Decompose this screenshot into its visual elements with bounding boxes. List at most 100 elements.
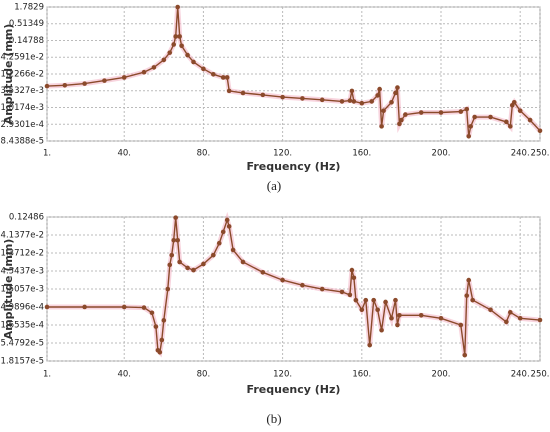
point: [508, 310, 513, 315]
point: [224, 217, 230, 223]
point: [300, 282, 305, 288]
point: [347, 98, 353, 103]
point: [102, 78, 107, 83]
point: [371, 297, 376, 303]
point: [121, 304, 127, 310]
point: [349, 267, 355, 273]
point: [220, 75, 226, 80]
point: [226, 224, 232, 229]
point: [185, 265, 190, 271]
point: [517, 108, 523, 114]
point: [395, 322, 400, 328]
point: [82, 304, 87, 310]
point: [226, 88, 232, 94]
x-tick-label: 1.: [43, 149, 51, 159]
y-tick-label: 1.7829: [14, 3, 44, 13]
x-tick-label: 40.: [117, 370, 131, 380]
point: [470, 297, 475, 303]
x-tick-label: 40.: [117, 149, 131, 159]
point: [511, 99, 517, 105]
point: [359, 307, 365, 313]
point: [395, 85, 400, 90]
point: [339, 99, 345, 104]
y-tick-label: 5.4792e-5: [1, 338, 44, 348]
point: [527, 117, 533, 123]
x-tick-label: 250.: [531, 370, 550, 380]
point: [151, 65, 157, 70]
point: [240, 259, 246, 265]
point: [351, 275, 357, 281]
point: [185, 52, 190, 58]
x-tick-label: 80.: [197, 149, 211, 159]
point: [44, 304, 50, 310]
point: [177, 259, 182, 265]
point: [537, 317, 543, 323]
y-tick-label: 1.0174e-3: [1, 103, 44, 113]
point: [260, 269, 266, 275]
point: [351, 99, 357, 104]
caption: (a): [267, 178, 281, 193]
point: [488, 307, 493, 313]
point: [349, 88, 355, 94]
point: [393, 90, 398, 96]
point: [403, 112, 408, 117]
y-tick-label: 1.3712e-2: [1, 248, 44, 258]
x-axis-title: Frequency (Hz): [247, 160, 341, 173]
point: [458, 109, 464, 114]
y-tick-label: 2.9301e-4: [1, 120, 44, 130]
point: [375, 307, 380, 313]
point: [379, 327, 384, 333]
point: [201, 66, 206, 72]
y-tick-label: 0.14788: [9, 36, 44, 46]
point: [121, 75, 127, 80]
point: [508, 124, 513, 129]
y-tick-label: 3.5327e-3: [1, 86, 44, 96]
point: [462, 352, 468, 358]
point: [418, 312, 424, 318]
point: [165, 286, 171, 292]
point: [375, 93, 380, 98]
point: [393, 297, 398, 303]
point: [397, 121, 402, 127]
point: [191, 59, 196, 65]
y-tick-label: 4.9896e-4: [1, 302, 44, 312]
y-axis-title: Amplitude (mm): [2, 239, 15, 340]
point: [173, 34, 178, 39]
point: [537, 128, 543, 134]
x-tick-label: 120.: [273, 149, 292, 159]
point: [397, 312, 402, 318]
point: [157, 349, 163, 355]
x-axis-title: Frequency (Hz): [247, 383, 341, 396]
x-tick-label: 120.: [273, 370, 292, 380]
y-tick-label: 0.12486: [9, 213, 44, 223]
point: [44, 83, 50, 89]
point: [280, 94, 285, 100]
point: [472, 114, 477, 120]
x-tick-label: 1.: [43, 370, 51, 380]
point: [173, 215, 178, 220]
point: [220, 229, 226, 235]
point: [438, 110, 444, 115]
y-tick-label: 8.4388e-5: [1, 137, 44, 147]
y-tick-label: 1.8157e-5: [1, 357, 44, 367]
point: [464, 293, 470, 298]
point: [377, 86, 382, 92]
caption: (b): [266, 411, 281, 426]
y-tick-label: 1.2266e-2: [1, 70, 44, 80]
y-tick-label: 0.51349: [9, 19, 44, 29]
point: [379, 124, 384, 129]
point: [149, 310, 155, 316]
x-tick-label: 200.: [432, 149, 451, 159]
point: [175, 237, 180, 243]
y-tick-label: 4.2591e-2: [1, 53, 44, 63]
point: [339, 289, 345, 295]
point: [171, 42, 177, 47]
point: [359, 100, 365, 106]
point: [466, 133, 472, 139]
point: [161, 57, 167, 63]
point: [211, 71, 216, 77]
point: [438, 315, 444, 321]
point: [167, 262, 173, 268]
x-tick-label: 160.: [352, 370, 371, 380]
